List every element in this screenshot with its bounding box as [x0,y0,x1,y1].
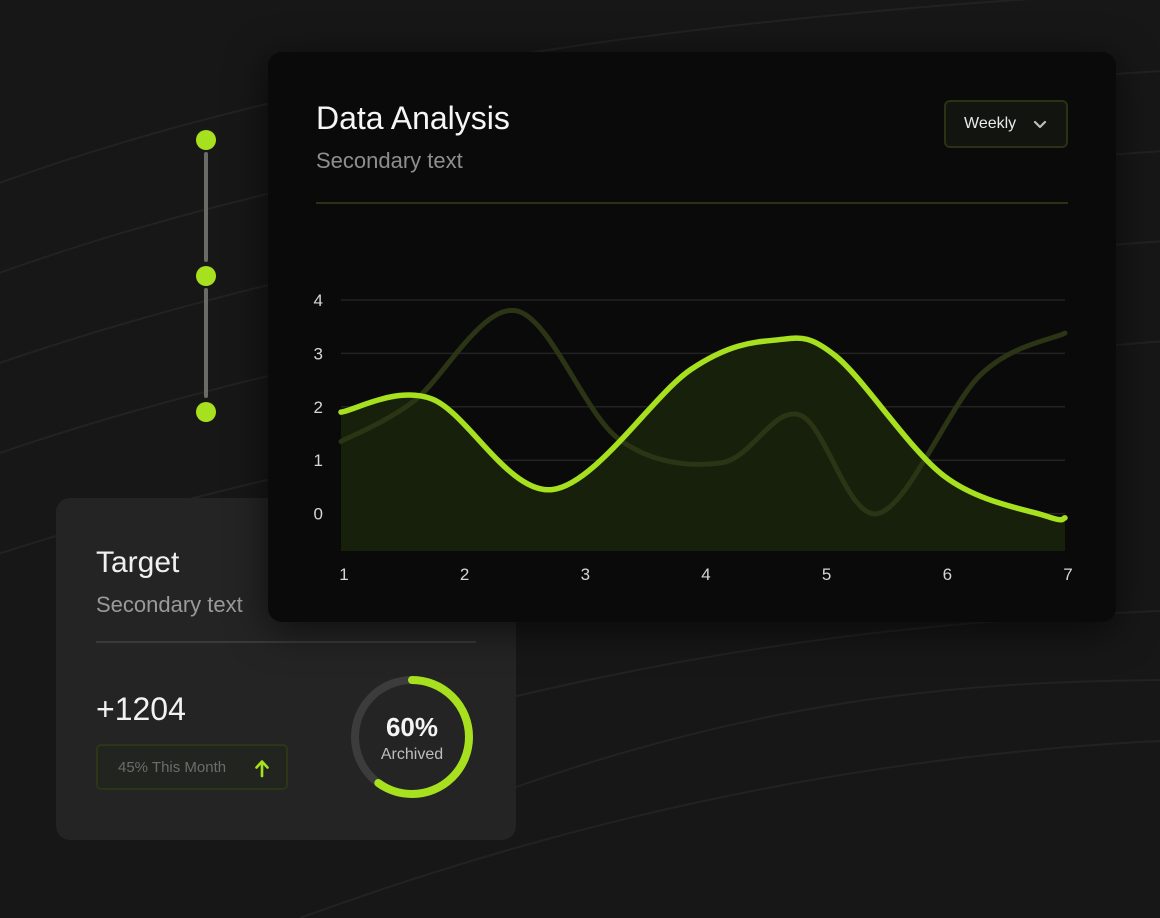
y-tick-label: 3 [314,344,323,363]
stepper-dot[interactable] [196,130,216,150]
x-tick-label: 7 [1063,565,1072,584]
x-tick-label: 3 [581,565,590,584]
divider [96,641,476,643]
vertical-stepper [194,128,218,424]
monthly-change-badge: 45% This Month [96,744,288,790]
y-tick-label: 2 [314,398,323,417]
y-tick-label: 0 [314,505,323,524]
stepper-dot[interactable] [196,266,216,286]
x-tick-label: 6 [943,565,952,584]
x-tick-label: 4 [701,565,710,584]
stepper-connector [204,152,208,262]
progress-ring-fill [351,676,473,798]
series-line-primary [338,335,1068,523]
area-fill [341,338,1065,551]
chevron-down-icon [1033,120,1047,129]
y-tick-label: 1 [314,451,323,470]
area-chart: 0 1 2 3 4 1 2 3 4 5 6 7 [314,291,1073,584]
card-title: Data Analysis [316,100,510,136]
target-value: +1204 [96,691,186,727]
monthly-change-label: 45% This Month [118,759,227,776]
target-subtitle: Secondary text [96,592,243,617]
progress-label: Archived [380,746,444,763]
target-title: Target [96,546,180,579]
stepper-connector [204,288,208,398]
card-subtitle: Secondary text [316,148,463,173]
arrow-up-icon [255,760,269,778]
period-select-value: Weekly [964,115,1017,132]
period-select[interactable]: Weekly [944,100,1068,148]
stepper-dot[interactable] [196,402,216,422]
progress-ring [351,676,473,798]
x-tick-label: 1 [339,565,348,584]
y-tick-label: 4 [314,291,323,310]
series-line-secondary [338,308,1068,517]
divider [316,202,1068,204]
progress-value: 60% [385,712,439,742]
x-tick-label: 2 [460,565,469,584]
data-analysis-card: 0 1 2 3 4 1 2 3 4 5 6 7 Data Analysis Secondary tex… [268,52,1116,622]
x-tick-label: 5 [822,565,831,584]
